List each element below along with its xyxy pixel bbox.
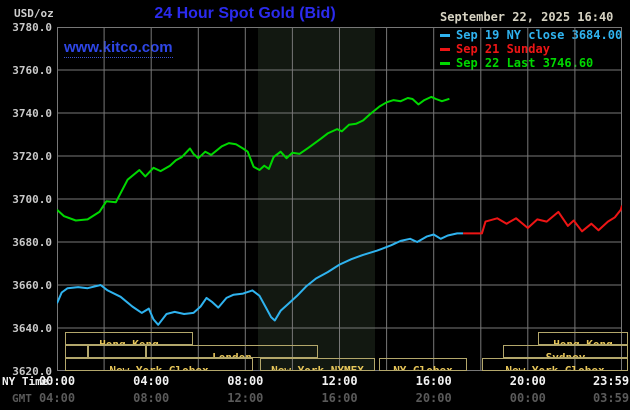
legend-dash-icon [440, 62, 450, 65]
legend: Sep 19 NY close 3684.00 Sep 21 Sunday Sep … [440, 28, 622, 70]
session-new-york-globex: New York Globex [482, 358, 628, 371]
y-axis-unit-label: USD/oz [14, 7, 54, 20]
session-segment [65, 345, 88, 358]
session-hong-kong: Hong Kong [65, 332, 193, 345]
session-label: New York Globex [505, 364, 605, 371]
x-axis-row-label-gmt: GMT [12, 392, 32, 405]
session-segment [88, 345, 146, 358]
price-line-2 [57, 95, 450, 222]
x-axis-row-label-ny-time: NY Time [2, 375, 49, 388]
x-axis-tick-label: 04:00 [133, 374, 170, 388]
legend-dash-icon [440, 34, 450, 37]
x-axis-tick-label: 16:00 [321, 391, 358, 405]
price-line-0 [57, 232, 464, 326]
session-label: New York NYMEX [271, 364, 364, 371]
legend-label: Sep 19 NY close 3684.00 [456, 28, 623, 42]
x-axis-tick-label: 20:00 [415, 391, 452, 405]
session-sydney: Sydney [503, 345, 628, 358]
session-label: London [212, 351, 252, 358]
legend-entry-0: Sep 19 NY close 3684.00 [440, 28, 622, 42]
price-line-1 [463, 205, 622, 235]
x-axis-tick-label: 08:00 [227, 374, 264, 388]
x-axis-tick-label: 12:00 [321, 374, 358, 388]
x-axis-tick-label: 08:00 [133, 391, 170, 405]
page-title: 24 Hour Spot Gold (Bid) [154, 5, 336, 22]
x-axis-tick-label: 16:00 [415, 374, 452, 388]
x-axis-tick-label: 03:59 [592, 391, 630, 405]
session-label: New York Globex [109, 364, 209, 371]
legend-label: Sep 22 Last 3746.60 [456, 56, 594, 70]
x-axis-tick-label: 23:59 [592, 374, 630, 388]
y-axis-tick-label: 3780.0 [12, 21, 52, 34]
legend-entry-1: Sep 21 Sunday [440, 42, 622, 56]
session-new-york-nymex: New York NYMEX [260, 358, 375, 371]
session-label: Sydney [545, 351, 586, 358]
y-axis-tick-label: 3680.0 [12, 236, 52, 249]
chart-datetime: September 22, 2025 16:40 [440, 10, 614, 24]
session-label: NY Globex [393, 364, 453, 371]
x-axis-tick-label: 20:00 [509, 374, 546, 388]
y-axis-tick-label: 3640.0 [12, 322, 52, 335]
legend-entry-2: Sep 22 Last 3746.60 [440, 56, 622, 70]
legend-dash-icon [440, 48, 450, 51]
x-axis-tick-label: 00:00 [38, 374, 76, 388]
y-axis-tick-label: 3660.0 [12, 279, 52, 292]
legend-label: Sep 21 Sunday [456, 42, 550, 56]
y-axis-tick-label: 3740.0 [12, 107, 52, 120]
x-axis-tick-label: 12:00 [227, 391, 264, 405]
session-label: Hong Kong [553, 338, 613, 345]
session-label: Hong Kong [99, 338, 159, 345]
x-axis-tick-label: 00:00 [509, 391, 546, 405]
y-axis-tick-label: 3720.0 [12, 150, 52, 163]
session-london: London [146, 345, 318, 358]
y-axis-tick-label: 3700.0 [12, 193, 52, 206]
x-axis-tick-label: 04:00 [38, 391, 76, 405]
session-ny-globex: NY Globex [379, 358, 467, 371]
y-axis-tick-label: 3760.0 [12, 64, 52, 77]
price-chart-plot [57, 27, 622, 371]
kitco-watermark-link[interactable]: www.kitco.com [64, 39, 173, 58]
y-axis-tick-label: 3620.0 [12, 365, 52, 378]
session-new-york-globex: New York Globex [65, 358, 253, 371]
session-hong-kong: Hong Kong [538, 332, 628, 345]
